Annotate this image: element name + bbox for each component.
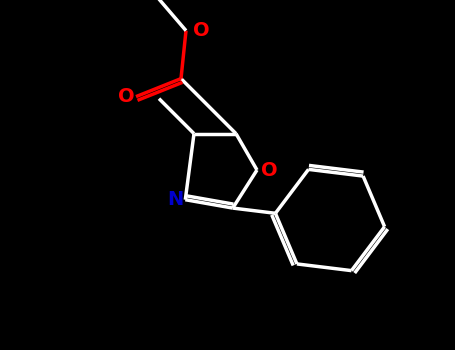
Text: O: O xyxy=(192,21,209,40)
Text: N: N xyxy=(167,190,183,209)
Text: O: O xyxy=(118,87,134,106)
Text: O: O xyxy=(261,161,277,180)
